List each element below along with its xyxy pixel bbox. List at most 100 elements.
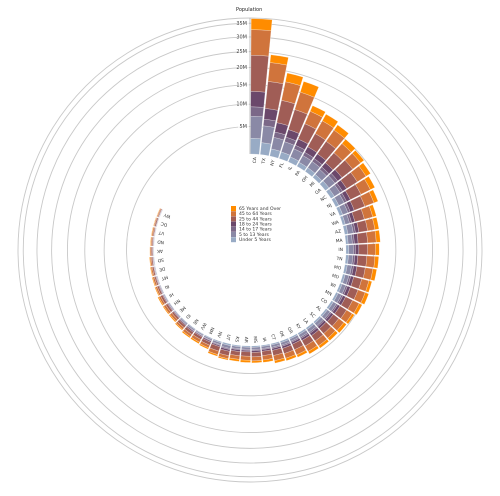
legend-label: 25 to 44 Years [239, 216, 272, 222]
bar-segment [181, 330, 191, 339]
y-tick-label-bg [238, 81, 249, 88]
state-label: DC [160, 220, 168, 228]
state-label: MD [331, 273, 340, 281]
bar-segment [356, 232, 368, 244]
state-label: WV [199, 321, 208, 330]
bar-segment [250, 106, 264, 117]
state-label: NC [320, 195, 329, 204]
bar-segment [162, 305, 170, 315]
state-label: MO [333, 264, 342, 271]
bar-segment [154, 286, 160, 297]
bar-segment [374, 230, 381, 243]
bar-segment [365, 255, 376, 268]
y-tick-label: 15M [236, 82, 247, 88]
bar-segment [336, 322, 347, 333]
legend-label: 18 to 24 Years [239, 222, 272, 228]
bar-segment [250, 116, 263, 139]
bar-segment [250, 29, 272, 57]
bar-segment [285, 354, 297, 361]
bar-segment [341, 139, 356, 153]
y-tick-label-bg [238, 101, 249, 107]
bar-segment [364, 176, 376, 190]
state-label: NV [215, 330, 223, 338]
state-label: UT [224, 334, 231, 341]
bar-segment [309, 105, 326, 118]
state-label: TN [335, 256, 343, 263]
y-axis-title: Population [236, 7, 262, 13]
bar-segment [352, 150, 365, 164]
state-label: MN [324, 289, 333, 298]
y-tick-label: 20M [236, 65, 247, 71]
state-label: MS [252, 336, 258, 343]
bar-segment [150, 267, 153, 277]
bar-segment [345, 313, 355, 325]
y-tick-label-bg [238, 64, 249, 70]
state-label: MI [309, 181, 317, 189]
state-label: NH [172, 297, 181, 306]
legend-swatch [231, 221, 236, 227]
legend-label: Under 5 Years [239, 237, 271, 243]
y-axis: Population 5M 10M 15M 20M 25M 30M 35M [236, 7, 262, 154]
legend-label: 5 to 13 Years [239, 232, 269, 238]
bar-segment [251, 351, 262, 358]
state-label: OK [278, 330, 286, 338]
bar-segment [251, 360, 263, 364]
bar-segment [285, 72, 304, 86]
legend-swatch [231, 211, 236, 217]
state-label: HI [168, 291, 175, 298]
state-label: ID [184, 312, 192, 320]
state-label: GA [314, 187, 323, 196]
y-tick-label-bg [238, 33, 249, 40]
bar-segment [353, 303, 363, 315]
bar-segment [260, 142, 272, 157]
state-label: FL [278, 161, 286, 168]
bar-segment [370, 268, 377, 281]
bar-segment [373, 256, 379, 269]
state-label: TX [261, 158, 268, 166]
bar-segment [348, 244, 354, 255]
state-label: IL [287, 165, 294, 171]
state-label: AZ [335, 228, 342, 235]
state-label: OR [286, 326, 294, 335]
bar-segment [355, 244, 360, 255]
bar-segment [307, 345, 319, 355]
bar-segment [369, 204, 377, 218]
y-tick-label: 30M [236, 34, 247, 40]
state-label: DE [158, 265, 166, 272]
state-label: CO [319, 297, 328, 306]
state-label: ND [157, 238, 165, 245]
state-label: CA [252, 157, 258, 163]
bar-segment [207, 351, 218, 357]
state-label: WY [163, 211, 172, 219]
state-label: SD [157, 257, 164, 264]
state-label: AK [157, 248, 163, 254]
bar-segment [333, 124, 349, 139]
bar-segment [375, 243, 380, 256]
bar-segment [262, 358, 274, 363]
state-label: CT [269, 334, 276, 341]
state-label: AL [315, 305, 323, 313]
state-label: NM [207, 326, 216, 335]
bar-segment [327, 330, 338, 341]
legend-swatch [231, 206, 236, 211]
bar-segment [263, 108, 279, 122]
bar-segment [250, 18, 273, 31]
y-tick-label: 25M [236, 49, 247, 55]
state-label: ME [178, 304, 187, 313]
state-label: LA [301, 317, 309, 325]
bar-segment [356, 255, 368, 267]
state-label: SC [308, 311, 316, 319]
legend-swatch [231, 226, 236, 232]
legend-label: 14 to 17 Years [239, 227, 272, 233]
bar-segment [345, 244, 349, 255]
state-label: NY [269, 159, 276, 167]
y-tick-label-bg [238, 123, 249, 130]
state-label: KY [294, 323, 302, 331]
state-label: MA [335, 238, 342, 245]
bar-segment [199, 343, 209, 350]
bar-segment [358, 243, 368, 255]
bar-segment [274, 357, 286, 364]
bar-segment [267, 62, 288, 84]
